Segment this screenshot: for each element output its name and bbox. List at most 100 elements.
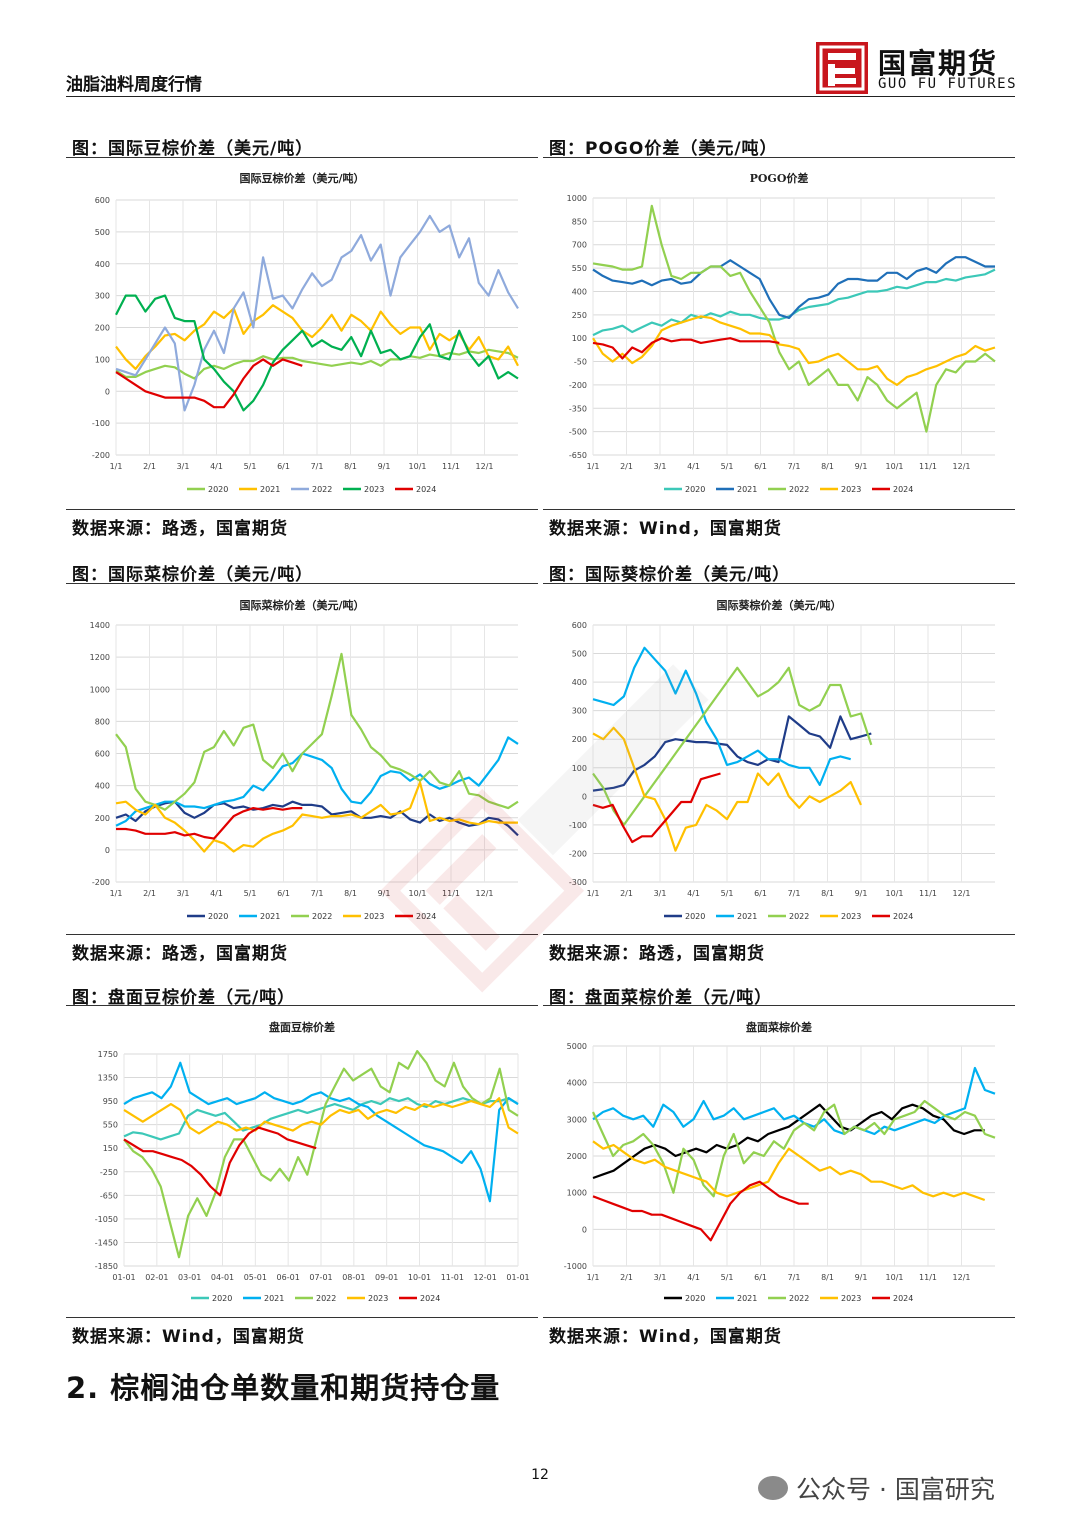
x-tick-label: 12/1 — [953, 889, 971, 898]
x-tick-label: 07-01 — [309, 1273, 332, 1282]
x-tick-label: 03-01 — [178, 1273, 201, 1282]
legend-label: 2021 — [737, 485, 757, 494]
logo-chinese-name: 国富期货 — [878, 47, 999, 80]
y-tick-label: 1000 — [567, 194, 587, 203]
caption-divider — [66, 583, 538, 584]
x-tick-label: 8/1 — [821, 889, 834, 898]
caption-divider — [543, 157, 1015, 158]
header-divider — [66, 96, 1015, 97]
legend-label: 2022 — [316, 1294, 336, 1303]
legend-label: 2023 — [841, 912, 861, 921]
series-line-2022 — [123, 1049, 519, 1259]
x-tick-label: 9/1 — [378, 462, 391, 471]
y-tick-label: -650 — [100, 1191, 118, 1200]
y-tick-label: -1050 — [95, 1215, 118, 1224]
x-tick-label: 11/1 — [919, 462, 937, 471]
x-tick-label: 5/1 — [244, 462, 257, 471]
y-tick-label: 700 — [572, 241, 587, 250]
wechat-account-label: 公众号 · 国富研究 — [796, 1475, 995, 1504]
x-tick-label: 8/1 — [821, 1273, 834, 1282]
legend-label: 2021 — [264, 1294, 284, 1303]
x-tick-label: 7/1 — [788, 889, 801, 898]
x-tick-label: 8/1 — [821, 462, 834, 471]
series-line-2024 — [592, 1180, 809, 1242]
x-tick-label: 3/1 — [177, 889, 190, 898]
x-tick-label: 01-01 — [112, 1273, 135, 1282]
legend-label: 2021 — [260, 485, 280, 494]
y-tick-label: 3000 — [567, 1115, 587, 1124]
y-tick-label: 100 — [572, 764, 587, 773]
report-title: 油脂油料周度行情 — [66, 75, 202, 95]
caption-divider — [543, 583, 1015, 584]
y-tick-label: 950 — [103, 1097, 118, 1106]
figure-caption-rapeseed-palm-intl: 图：国际菜棕价差（美元/吨） — [72, 565, 314, 585]
chart-title: 国际豆棕价差（美元/吨） — [239, 171, 364, 185]
x-tick-label: 9/1 — [378, 889, 391, 898]
y-tick-label: 1400 — [90, 621, 110, 630]
y-tick-label: 400 — [572, 287, 587, 296]
x-tick-label: 11-01 — [441, 1273, 464, 1282]
figure-caption-soy-palm-intl: 图：国际豆棕价差（美元/吨） — [72, 139, 314, 159]
series-line-2024 — [592, 337, 780, 360]
x-tick-label: 4/1 — [687, 462, 700, 471]
logo-english-name: GUO FU FUTURES — [878, 76, 1018, 92]
y-tick-label: -1000 — [564, 1262, 587, 1271]
chart-title: 国际葵棕价差（美元/吨） — [716, 598, 841, 612]
x-tick-label: 12/1 — [953, 1273, 971, 1282]
chart-svg: 国际豆棕价差（美元/吨）6005004003002001000-100-2001… — [92, 171, 519, 494]
legend-label: 2023 — [841, 485, 861, 494]
company-logo: 国富期货 GUO FU FUTURES — [816, 42, 1016, 94]
legend-label: 2023 — [368, 1294, 388, 1303]
series-line-2020 — [123, 1097, 519, 1141]
x-tick-label: 2/1 — [143, 889, 156, 898]
chart-svg: 盘面豆棕价差 1750 1350 950 550 150 -250 -650 -1050 -145… — [95, 1020, 530, 1303]
x-tick-label: 6/1 — [754, 889, 767, 898]
x-tick-label: 6/1 — [754, 462, 767, 471]
y-tick-label: -100 — [569, 821, 587, 830]
y-tick-label: -200 — [569, 849, 587, 858]
x-tick-label: 7/1 — [788, 1273, 801, 1282]
caption-divider — [543, 1005, 1015, 1006]
legend-label: 2020 — [685, 1294, 705, 1303]
series-line-2024 — [592, 772, 721, 844]
y-tick-label: 550 — [103, 1121, 118, 1130]
x-tick-label: 7/1 — [788, 462, 801, 471]
y-tick-label: 1350 — [98, 1074, 118, 1083]
data-source-note: 数据来源：Wind，国富期货 — [549, 519, 782, 539]
legend-label: 2023 — [841, 1294, 861, 1303]
y-tick-label: 0 — [105, 846, 110, 855]
series-line-2021 — [115, 304, 519, 370]
figure-caption-soy-palm-futures: 图：盘面豆棕价差（元/吨） — [72, 988, 296, 1008]
x-tick-label: 08-01 — [342, 1273, 365, 1282]
y-tick-label: 5000 — [567, 1042, 587, 1051]
x-tick-label: 5/1 — [721, 462, 734, 471]
x-tick-label: 1/1 — [587, 462, 600, 471]
x-tick-label: 10/1 — [409, 462, 427, 471]
chart-title: 盘面菜棕价差 — [746, 1020, 812, 1034]
x-tick-label: 12/1 — [476, 889, 494, 898]
x-tick-label: 3/1 — [654, 1273, 667, 1282]
y-tick-label: 800 — [95, 717, 110, 726]
x-tick-label: 3/1 — [654, 889, 667, 898]
legend-label: 2023 — [364, 485, 384, 494]
legend-label: 2024 — [416, 485, 436, 494]
x-tick-label: 1/1 — [110, 462, 123, 471]
legend-label: 2024 — [416, 912, 436, 921]
series-line-2023 — [592, 726, 863, 852]
y-tick-label: 400 — [572, 678, 587, 687]
caption-divider — [66, 1005, 538, 1006]
series-line-2021 — [592, 646, 851, 786]
x-tick-label: 12-01 — [474, 1273, 497, 1282]
legend-label: 2020 — [208, 912, 228, 921]
legend-label: 2022 — [789, 1294, 809, 1303]
x-tick-label: 10/1 — [886, 462, 904, 471]
chart-sunflower-palm-intl: 国际葵棕价差（美元/吨） 600 500 400 300 200 100 0 -100 -200 -… — [543, 587, 1015, 932]
x-tick-label: 11/1 — [442, 462, 460, 471]
legend-label: 2022 — [312, 485, 332, 494]
x-tick-label: 10-01 — [408, 1273, 431, 1282]
legend-label: 2020 — [685, 912, 705, 921]
y-tick-label: 600 — [95, 196, 110, 205]
x-tick-label: 10/1 — [886, 889, 904, 898]
y-tick-label: 1000 — [567, 1189, 587, 1198]
